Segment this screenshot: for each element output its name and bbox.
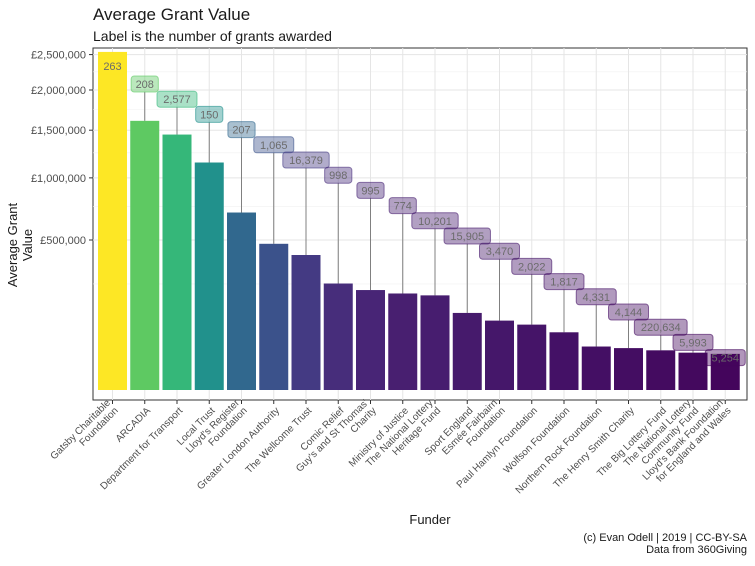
data-label: 774 (394, 201, 412, 213)
data-label: 208 (136, 79, 154, 91)
data-label: 1,065 (260, 140, 288, 152)
data-label-box (479, 242, 520, 260)
data-label: 5,254 (711, 353, 739, 365)
data-label: 15,905 (450, 231, 484, 243)
data-label: 10,201 (418, 216, 452, 228)
data-label: 2,577 (163, 94, 191, 106)
data-label: 4,331 (582, 292, 610, 304)
data-label-box (324, 166, 353, 184)
data-label-box (388, 197, 417, 215)
data-label: 4,144 (615, 307, 643, 319)
data-label: 220,634 (641, 322, 681, 334)
bar (517, 324, 547, 390)
data-label-box (608, 303, 649, 321)
bar (388, 293, 418, 390)
data-label-box (704, 349, 746, 367)
y-tick-label: £500,000 (40, 235, 86, 247)
data-label: 207 (232, 125, 250, 137)
chart-subtitle: Label is the number of grants awarded (93, 28, 332, 44)
data-label-box (195, 105, 224, 123)
data-label: 998 (329, 170, 347, 182)
bar (452, 312, 482, 390)
data-label: 3,470 (486, 246, 514, 258)
bar (710, 353, 740, 390)
bar (646, 350, 676, 390)
bar (549, 332, 579, 390)
x-axis-title: Funder (409, 512, 451, 527)
data-label: 150 (200, 109, 218, 121)
data-label-box (356, 181, 385, 199)
bar (162, 134, 192, 390)
bar (678, 352, 708, 390)
data-label-box (411, 212, 459, 230)
bar (420, 295, 450, 390)
caption-source: Data from 360Giving (646, 544, 747, 556)
data-label: 1,817 (550, 277, 578, 289)
data-label-box (543, 273, 585, 291)
bar (614, 348, 643, 390)
bar (98, 51, 127, 390)
y-tick-label: £2,000,000 (31, 85, 86, 97)
chart-caption: (c) Evan Odell | 2019 | CC-BY-SA Data fr… (583, 532, 747, 556)
data-label-box (282, 151, 330, 169)
data-label: 2,022 (518, 261, 546, 273)
data-label-box (511, 257, 553, 275)
bar (356, 290, 385, 390)
bar (194, 162, 224, 390)
bar (581, 346, 611, 390)
data-label-box (227, 121, 256, 139)
bar (259, 243, 289, 390)
data-label-box (672, 333, 714, 351)
data-label: 995 (361, 185, 379, 197)
caption-license: (c) Evan Odell | 2019 | CC-BY-SA (583, 532, 747, 544)
bar (291, 255, 321, 390)
data-label-box (575, 288, 617, 306)
data-label-box (156, 90, 198, 108)
data-label-box (253, 136, 295, 154)
data-label-box (443, 227, 491, 245)
bar (485, 320, 514, 390)
bar (227, 212, 256, 390)
data-label: 5,993 (679, 337, 707, 349)
data-label-box (130, 75, 159, 93)
data-label: 16,379 (289, 155, 323, 167)
bar (130, 120, 160, 390)
data-label-box (98, 57, 127, 75)
data-label-box (633, 318, 688, 336)
y-tick-label: £1,500,000 (31, 125, 86, 137)
y-tick-label: £1,000,000 (31, 173, 86, 185)
y-tick-label: £2,500,000 (31, 50, 86, 62)
bar (323, 283, 353, 390)
data-label: 263 (103, 61, 121, 73)
chart-title: Average Grant Value (93, 5, 251, 24)
